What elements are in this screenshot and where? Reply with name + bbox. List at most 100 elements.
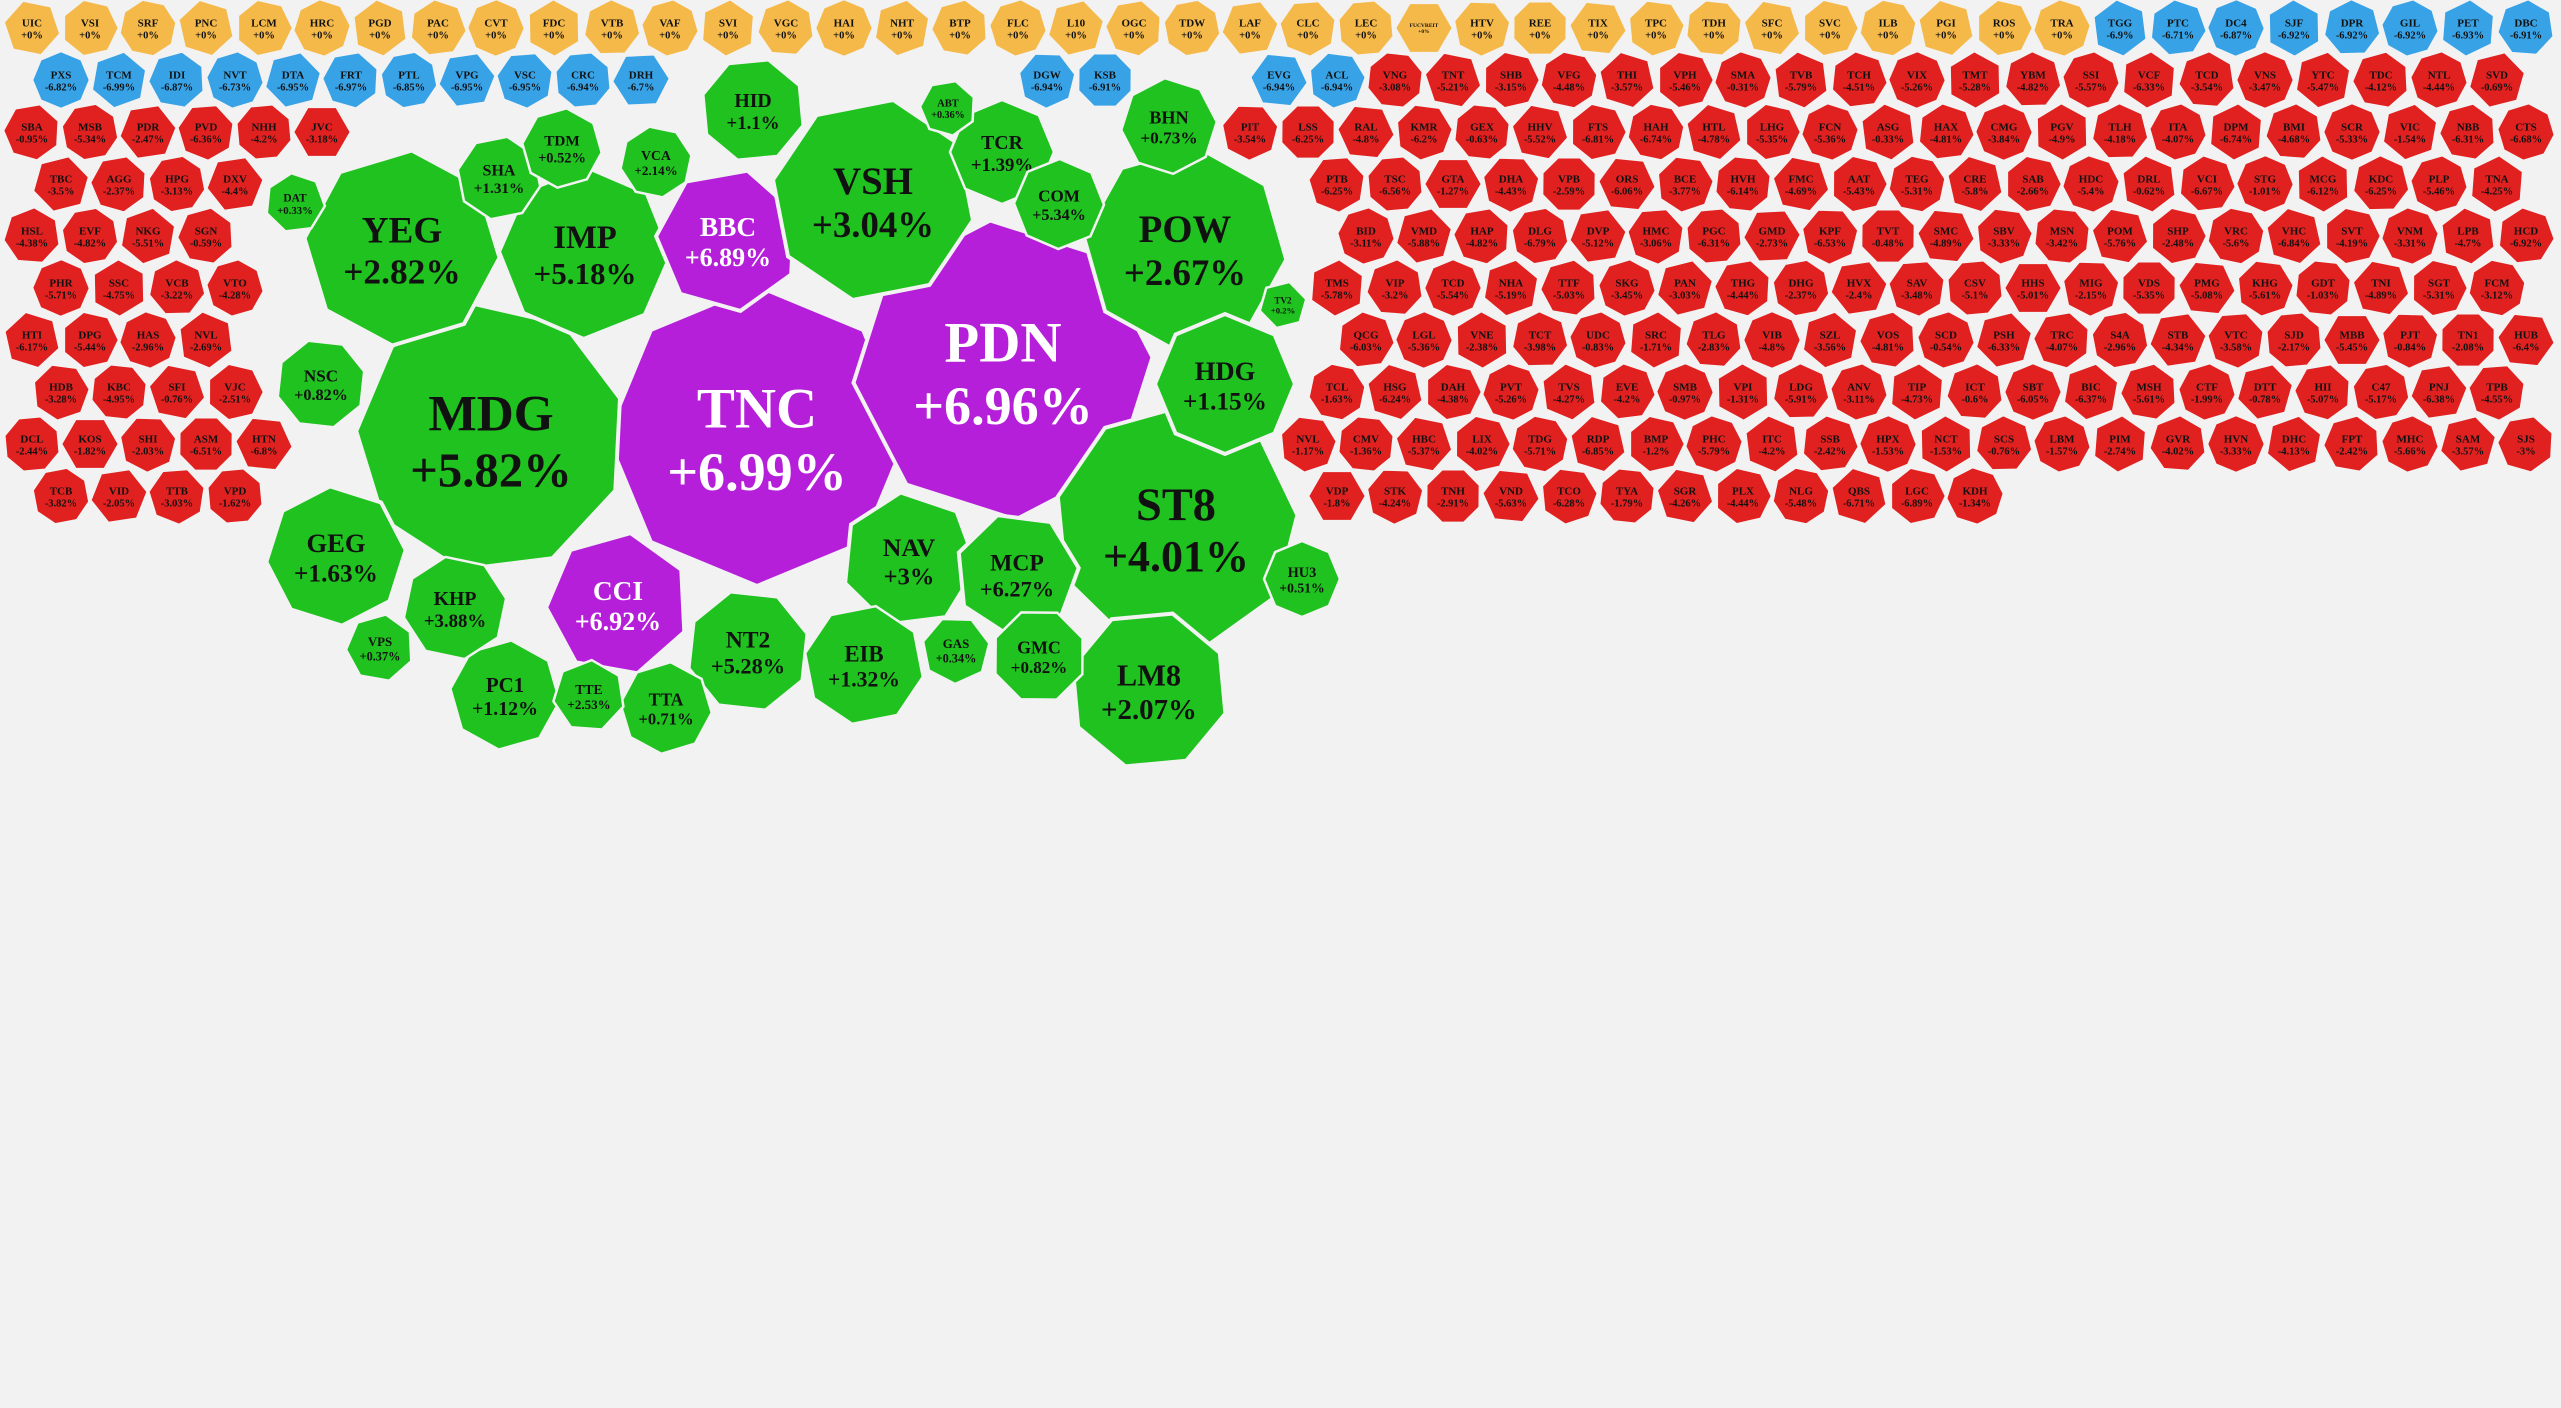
treemap-cell-dah[interactable]: DAH-4.38% (1425, 362, 1484, 422)
treemap-cell-svi[interactable]: SVI+0% (700, 0, 756, 59)
treemap-cell-dpg[interactable]: DPG-5.44% (62, 310, 121, 370)
treemap-cell-qbs[interactable]: QBS-6.71% (1829, 466, 1889, 526)
treemap-cell-pow[interactable]: POW+2.67% (1081, 144, 1289, 352)
treemap-cell-pan[interactable]: PAN-3.03% (1655, 258, 1715, 318)
treemap-cell-shp[interactable]: SHP-2.48% (2150, 206, 2209, 266)
treemap-cell-dxv[interactable]: DXV-4.4% (204, 155, 266, 213)
treemap-cell-gdt[interactable]: GDT-1.03% (2293, 258, 2353, 318)
treemap-cell-tnt[interactable]: TNT-5.21% (1423, 51, 1483, 109)
treemap-cell-aat[interactable]: AAT-5.43% (1831, 154, 1890, 214)
treemap-cell-bid[interactable]: BID-3.11% (1335, 205, 1397, 267)
treemap-cell-tdm[interactable]: TDM+0.52% (520, 106, 604, 190)
treemap-cell-pc1[interactable]: PC1+1.12% (449, 639, 561, 751)
treemap-cell-ral[interactable]: RAL-4.8% (1335, 104, 1397, 160)
treemap-cell-mig[interactable]: MIG-2.15% (2061, 260, 2121, 319)
treemap-cell-clc[interactable]: CLC+0% (1277, 0, 1338, 59)
treemap-cell-tms[interactable]: TMS-5.78% (1309, 257, 1365, 319)
treemap-cell-kdh[interactable]: KDH-1.34% (1944, 465, 2006, 527)
treemap-cell-msh[interactable]: MSH-5.61% (2118, 362, 2177, 422)
treemap-cell-sma[interactable]: SMA-0.31% (1712, 49, 1774, 111)
treemap-cell-cmv[interactable]: CMV-1.36% (1336, 414, 1396, 474)
treemap-cell-hii[interactable]: HII-5.07% (2292, 362, 2351, 422)
treemap-cell-scs[interactable]: SCS-0.76% (1974, 413, 2034, 472)
treemap-cell-pxs[interactable]: PXS-6.82% (30, 49, 92, 111)
treemap-cell-vip[interactable]: VIP-3.2% (1364, 257, 1425, 317)
treemap-cell-fmc[interactable]: FMC-4.69% (1771, 155, 1831, 213)
treemap-cell-vhc[interactable]: VHC-6.84% (2264, 206, 2324, 266)
treemap-cell-tpc[interactable]: TPC+0% (1627, 0, 1687, 59)
treemap-cell-dta[interactable]: DTA-6.95% (263, 50, 323, 110)
treemap-cell-vns[interactable]: VNS-3.47% (2234, 49, 2296, 111)
treemap-cell-hhs[interactable]: HHS-5.01% (2002, 261, 2064, 315)
treemap-cell-ssc[interactable]: SSC-4.75% (92, 257, 146, 319)
treemap-cell-sgr[interactable]: SGR-4.26% (1655, 467, 1715, 525)
treemap-cell-kmr[interactable]: KMR-6.2% (1395, 103, 1455, 163)
treemap-cell-nt2[interactable]: NT2+5.28% (686, 589, 810, 713)
treemap-cell-dgw[interactable]: DGW-6.94% (1017, 52, 1077, 111)
treemap-cell-msn[interactable]: MSN-3.42% (2032, 206, 2092, 266)
treemap-cell-stg[interactable]: STG-1.01% (2234, 153, 2296, 215)
treemap-cell-gmd[interactable]: GMD-2.73% (1741, 208, 1803, 264)
treemap-cell-bhn[interactable]: BHN+0.73% (1119, 76, 1219, 176)
treemap-cell-hsl[interactable]: HSL-4.38% (1, 205, 62, 265)
treemap-cell-tct[interactable]: TCT-3.98% (1510, 309, 1570, 368)
treemap-cell-hrc[interactable]: HRC+0% (291, 0, 353, 59)
treemap-cell-bmp[interactable]: BMP-1.2% (1628, 414, 1687, 474)
treemap-cell-lbm[interactable]: LBM-1.57% (2031, 413, 2093, 475)
treemap-cell-tnh[interactable]: TNH-2.91% (1424, 467, 1482, 525)
treemap-cell-sfi[interactable]: SFI-0.76% (147, 363, 207, 421)
treemap-cell-sav[interactable]: SAV-3.48% (1886, 259, 1947, 319)
treemap-cell-pnj[interactable]: PNJ-6.38% (2408, 363, 2470, 421)
treemap-cell-ntl[interactable]: NTL-4.44% (2408, 49, 2470, 111)
treemap-cell-tte[interactable]: TTE+2.53% (552, 658, 625, 731)
treemap-cell-tix[interactable]: TIX+0% (1567, 0, 1629, 56)
treemap-cell-vpd[interactable]: VPD-1.62% (206, 467, 264, 525)
treemap-cell-plp[interactable]: PLP-5.46% (2408, 153, 2470, 215)
treemap-cell-pgi[interactable]: PGI+0% (1916, 0, 1976, 58)
treemap-cell-hpg[interactable]: HPG-3.13% (147, 154, 207, 214)
treemap-cell-ict[interactable]: ICT-0.6% (1944, 361, 2005, 421)
treemap-cell-vca[interactable]: VCA+2.14% (619, 125, 693, 199)
treemap-cell-nav[interactable]: NAV+3% (843, 490, 979, 627)
treemap-cell-shi[interactable]: SHI-2.03% (118, 416, 178, 475)
treemap-cell-tcd[interactable]: TCD-3.54% (2176, 49, 2237, 109)
treemap-cell-pac[interactable]: PAC+0% (409, 0, 469, 57)
treemap-cell-sbv[interactable]: SBV-3.33% (1975, 207, 2035, 267)
treemap-cell-tya[interactable]: TYA-1.79% (1597, 466, 1657, 526)
treemap-cell-gmc[interactable]: GMC+0.82% (994, 611, 1084, 701)
treemap-cell-svd[interactable]: SVD-0.69% (2467, 50, 2527, 110)
treemap-cell-pom[interactable]: POM-5.76% (2090, 207, 2150, 265)
treemap-cell-thg[interactable]: THG-4.44% (1712, 258, 1771, 318)
treemap-cell-khp[interactable]: KHP+3.88% (402, 555, 508, 661)
treemap-cell-tni[interactable]: TNI-4.89% (2351, 259, 2411, 317)
treemap-cell-tdg[interactable]: TDG-5.71% (1510, 414, 1570, 474)
treemap-cell-lm8[interactable]: LM8+2.07% (1070, 611, 1228, 769)
treemap-cell-lss[interactable]: LSS-6.25% (1279, 103, 1337, 161)
treemap-cell-vaf[interactable]: VAF+0% (639, 0, 701, 59)
treemap-cell-tcm[interactable]: TCM-6.99% (90, 50, 148, 110)
treemap-cell-vtb[interactable]: VTB+0% (582, 0, 642, 56)
treemap-cell-dat[interactable]: DAT+0.33% (265, 171, 327, 233)
treemap-cell-sfc[interactable]: SFC+0% (1742, 0, 1802, 57)
treemap-cell-asm[interactable]: ASM-6.51% (177, 415, 235, 473)
treemap-cell-rdp[interactable]: RDP-6.85% (1568, 414, 1628, 474)
treemap-cell-c47[interactable]: C47-5.17% (2351, 362, 2411, 422)
treemap-cell-ptb[interactable]: PTB-6.25% (1306, 155, 1367, 215)
treemap-cell-dhc[interactable]: DHC-4.13% (2265, 414, 2323, 474)
treemap-cell-hbc[interactable]: HBC-5.37% (1394, 415, 1454, 473)
treemap-cell-tra[interactable]: TRA+0% (2031, 0, 2093, 59)
treemap-cell-qcg[interactable]: QCG-6.03% (1337, 309, 1397, 369)
treemap-cell-tip[interactable]: TIP-4.73% (1889, 361, 1945, 423)
treemap-cell-pet[interactable]: PET-6.93% (2440, 0, 2496, 59)
treemap-cell-sba[interactable]: SBA-0.95% (1, 102, 60, 162)
treemap-cell-tvs[interactable]: TVS-4.27% (1540, 361, 1598, 423)
treemap-cell-pit[interactable]: PIT-3.54% (1220, 104, 1280, 163)
treemap-cell-nbb[interactable]: NBB-6.31% (2437, 102, 2496, 162)
treemap-cell-nvt[interactable]: NVT-6.73% (204, 49, 266, 111)
treemap-cell-geg[interactable]: GEG+1.63% (264, 484, 408, 628)
treemap-cell-tcl[interactable]: TCL-1.63% (1307, 362, 1367, 422)
treemap-cell-hvh[interactable]: HVH-6.14% (1713, 154, 1773, 214)
treemap-cell-ilb[interactable]: ILB+0% (1858, 0, 1918, 58)
treemap-cell-vcb[interactable]: VCB-3.22% (147, 257, 207, 316)
treemap-cell-hub[interactable]: HUB-6.4% (2495, 312, 2557, 368)
